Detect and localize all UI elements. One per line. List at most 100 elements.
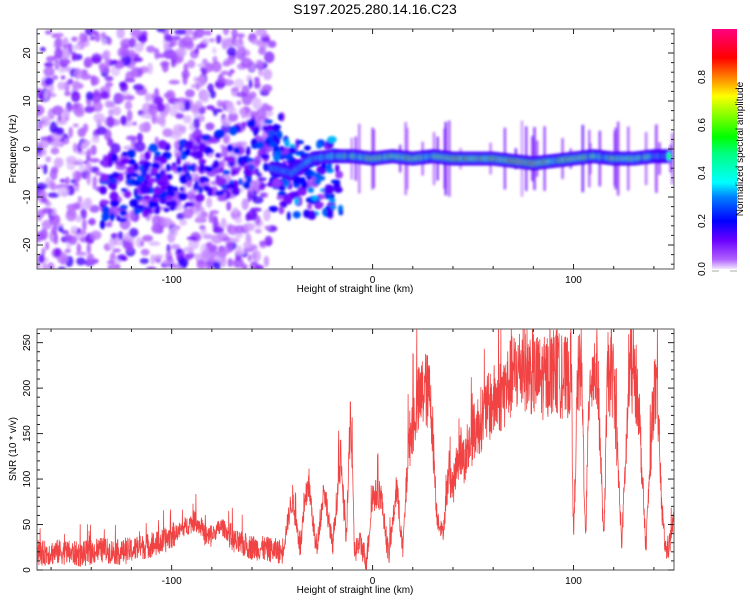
noise-blob: [80, 69, 88, 76]
noise-blob: [172, 124, 185, 136]
noise-blob: [160, 217, 173, 228]
noise-blob: [227, 71, 233, 78]
noise-blob: [86, 148, 92, 158]
noise-blob: [65, 155, 77, 164]
spectrogram-y-tick-label: 0: [22, 146, 33, 152]
noise-blob: [263, 255, 270, 267]
snr-x-tick-label: 0: [370, 576, 376, 587]
noise-blob: [134, 141, 146, 153]
noise-blob: [184, 89, 195, 98]
noise-blob: [211, 234, 223, 244]
spectrogram-x-label: Height of straight line (km): [297, 284, 414, 295]
snr-y-tick: 50: [22, 519, 674, 530]
band-blob: [249, 119, 256, 128]
band-blob: [260, 153, 270, 159]
snr-y-label: SNR (10 * v/v): [8, 417, 19, 481]
noise-blob: [89, 205, 100, 213]
noise-blob: [51, 33, 58, 39]
noise-blob: [53, 248, 62, 257]
band-blob: [179, 173, 189, 184]
snr-y-tick-label: 250: [22, 334, 33, 351]
noise-blob: [168, 79, 180, 85]
noise-blob: [89, 35, 95, 41]
band-blob: [238, 178, 243, 186]
noise-blob: [163, 92, 174, 98]
noise-blob: [247, 254, 252, 262]
noise-blob: [87, 219, 96, 225]
noise-blob: [71, 91, 81, 103]
noise-blob: [259, 240, 266, 247]
band-blob: [101, 211, 110, 222]
noise-blob: [84, 29, 95, 36]
noise-blob: [130, 29, 142, 38]
noise-blob: [219, 159, 226, 167]
transition-blob: [315, 201, 324, 208]
noise-blob: [262, 130, 267, 139]
noise-blob: [77, 142, 83, 153]
spectrogram-y-tick-label: 20: [22, 47, 33, 59]
noise-blob: [194, 252, 203, 261]
noise-blob: [49, 232, 55, 243]
noise-blob: [262, 68, 273, 81]
band-blob: [119, 204, 128, 210]
snr-x-tick: 100: [565, 329, 582, 587]
band-blob: [157, 139, 168, 150]
noise-blob: [50, 166, 59, 174]
transition-blob: [284, 152, 293, 161]
noise-blob: [157, 53, 166, 58]
noise-blob: [119, 82, 128, 93]
band-blob: [130, 172, 139, 178]
noise-blob: [41, 265, 50, 269]
band-blob: [140, 184, 150, 195]
band-blob: [248, 164, 254, 170]
noise-blob: [38, 190, 48, 198]
transition-blob: [307, 210, 317, 221]
snr-y-tick-label: 150: [22, 425, 33, 442]
spectrogram-y-tick-label: 10: [22, 95, 33, 107]
noise-blob: [249, 91, 257, 100]
transition-blob: [283, 194, 293, 205]
snr-x-label: Height of straight line (km): [297, 585, 414, 596]
noise-blob: [54, 47, 63, 60]
noise-blob: [226, 201, 232, 211]
noise-blob: [251, 179, 261, 187]
noise-blob: [83, 58, 91, 68]
noise-blob: [203, 30, 213, 36]
noise-blob: [256, 107, 267, 119]
colorbar-tick-label: 0.8: [697, 70, 708, 84]
band-blob: [158, 178, 165, 183]
noise-blob: [44, 62, 54, 68]
noise-blob: [72, 123, 79, 128]
band-blob: [176, 156, 182, 166]
noise-blob: [52, 105, 64, 116]
band-blob: [259, 182, 266, 191]
noise-blob: [54, 141, 63, 147]
noise-blob: [70, 225, 78, 233]
band-blob: [198, 186, 203, 194]
noise-blob: [77, 195, 83, 204]
band-blob: [186, 140, 194, 148]
noise-blob: [49, 121, 58, 134]
noise-blob: [37, 104, 45, 116]
band-blob: [226, 155, 236, 163]
noise-blob: [73, 67, 82, 80]
noise-blob: [64, 233, 73, 243]
noise-blob: [169, 105, 178, 117]
band-blob: [163, 207, 170, 213]
noise-blob: [41, 207, 53, 214]
noise-blob: [225, 241, 234, 254]
spectrogram-x-tick: 100: [565, 29, 582, 286]
noise-blob: [37, 182, 48, 190]
noise-blob: [197, 182, 206, 189]
noise-blob: [68, 207, 77, 219]
noise-blob: [200, 90, 210, 103]
band-blob: [205, 145, 210, 156]
noise-blob: [192, 128, 203, 141]
noise-blob: [106, 260, 115, 265]
band-blob: [131, 178, 137, 186]
noise-blob: [77, 158, 83, 163]
transition-blob: [278, 206, 285, 215]
noise-blob: [163, 43, 171, 51]
band-blob: [99, 185, 107, 195]
noise-blob: [138, 122, 149, 133]
